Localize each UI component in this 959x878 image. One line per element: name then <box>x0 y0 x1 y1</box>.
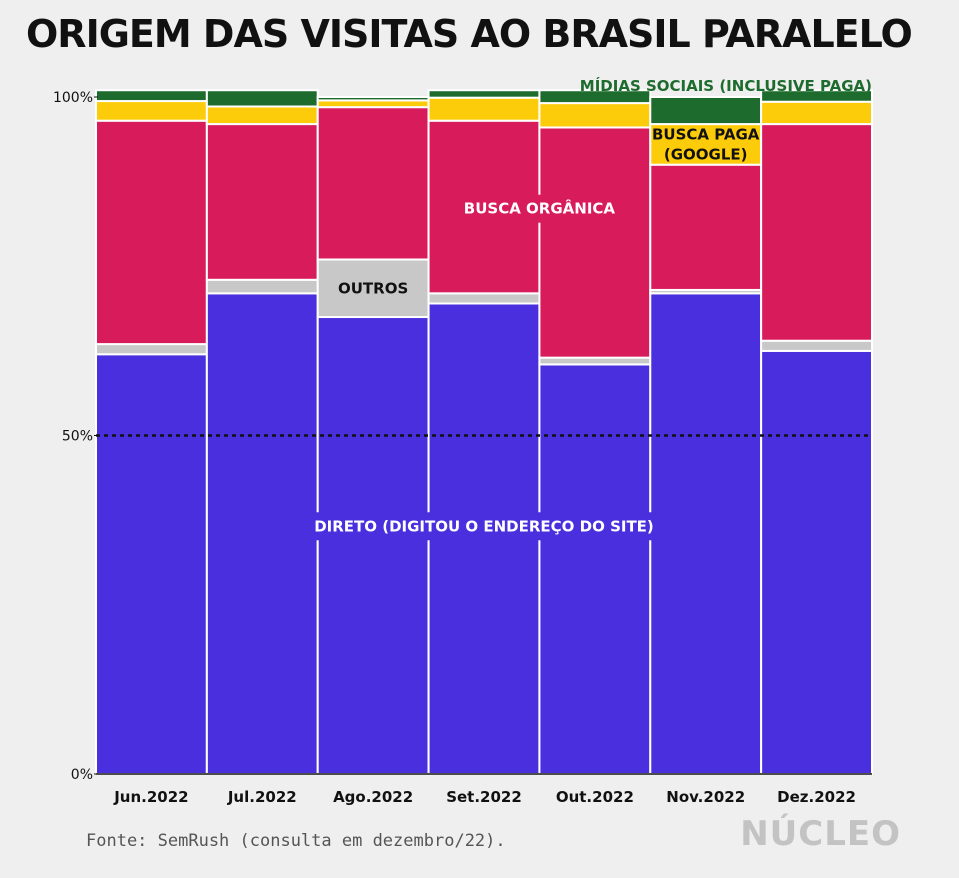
bar-segment-outros-2 <box>316 258 430 319</box>
bar-segment-sociais-2 <box>316 96 430 102</box>
bar-segment-sociais-6 <box>760 89 874 103</box>
x-tick-label-6: Dez.2022 <box>777 788 856 806</box>
series-label-midias-sociais: MÍDIAS SOCIAIS (INCLUSIVE PAGA) <box>580 76 872 95</box>
bar-segment-paga-3 <box>427 96 541 122</box>
series-label-busca-organica: BUSCA ORGÂNICA <box>455 194 624 223</box>
x-tick-label-4: Out.2022 <box>556 788 634 806</box>
bar-segment-organica-6 <box>760 123 874 342</box>
bar-segment-direto-0 <box>95 353 208 775</box>
bar-segment-organica-4 <box>538 126 652 359</box>
bar-segment-sociais-5 <box>649 96 763 126</box>
bar-segment-sociais-3 <box>427 89 541 99</box>
bars-layer <box>95 89 874 775</box>
bar-segment-organica-1 <box>205 123 319 281</box>
bar-segment-sociais-0 <box>95 89 208 103</box>
series-labels-layer: DIRETO (DIGITOU O ENDEREÇO DO SITE) BUSCA… <box>306 76 872 541</box>
bar-segment-organica-0 <box>95 119 208 346</box>
bar-segment-direto-2 <box>316 316 430 775</box>
bar-segment-paga-2 <box>316 99 430 109</box>
x-tick-label-1: Jul.2022 <box>227 788 297 806</box>
nucleo-logo: NÚCLEO <box>740 814 901 854</box>
series-label-direto: DIRETO (DIGITOU O ENDEREÇO DO SITE) <box>306 512 662 541</box>
source-note: Fonte: SemRush (consulta em dezembro/22)… <box>86 831 506 851</box>
y-tick-label-100: 100% <box>53 90 93 106</box>
x-tick-label-2: Ago.2022 <box>333 788 413 806</box>
bar-segment-organica-2 <box>316 106 430 261</box>
x-tick-label-0: Jun.2022 <box>113 788 188 806</box>
x-tick-label-3: Set.2022 <box>446 788 522 806</box>
bar-segment-direto-5 <box>649 292 763 775</box>
series-label-busca-paga-text-0: BUSCA PAGA <box>652 125 760 143</box>
bar-segment-outros-4 <box>538 356 652 366</box>
bar-segment-outros-6 <box>760 339 874 352</box>
bar-segment-outros-0 <box>95 343 208 356</box>
series-label-busca-organica-text-0: BUSCA ORGÂNICA <box>464 199 616 218</box>
bar-segment-paga-0 <box>95 100 208 122</box>
chart-title: ORIGEM DAS VISITAS AO BRASIL PARALELO <box>26 12 913 56</box>
x-tick-label-5: Nov.2022 <box>666 788 745 806</box>
series-label-outros-text-0: OUTROS <box>338 279 408 297</box>
bar-segment-paga-1 <box>205 105 319 126</box>
bar-segment-outros-3 <box>427 292 541 305</box>
bar-segment-sociais-1 <box>205 89 319 108</box>
y-tick-label-0: 0% <box>71 767 93 783</box>
bar-segment-outros-1 <box>205 278 319 295</box>
bar-segment-paga-4 <box>538 102 652 129</box>
bar-segment-direto-1 <box>205 292 319 775</box>
bar-segment-direto-4 <box>538 363 652 775</box>
series-label-outros: OUTROS <box>338 279 408 297</box>
bar-segment-direto-6 <box>760 349 874 775</box>
axis-layer: 0% 50% 100% Jun.2022 Jul.2022 Ago.2022 Set.202… <box>53 90 872 806</box>
series-label-busca-paga: BUSCA PAGA (GOOGLE) <box>652 125 760 163</box>
series-label-busca-paga-text-1: (GOOGLE) <box>664 145 748 163</box>
bar-segment-paga-6 <box>760 100 874 126</box>
series-label-busca-organica-bg <box>455 194 624 223</box>
y-tick-label-50: 50% <box>62 429 93 445</box>
series-label-direto-bg <box>306 512 662 541</box>
bar-segment-organica-5 <box>649 163 763 291</box>
series-label-direto-text-0: DIRETO (DIGITOU O ENDEREÇO DO SITE) <box>314 517 654 535</box>
